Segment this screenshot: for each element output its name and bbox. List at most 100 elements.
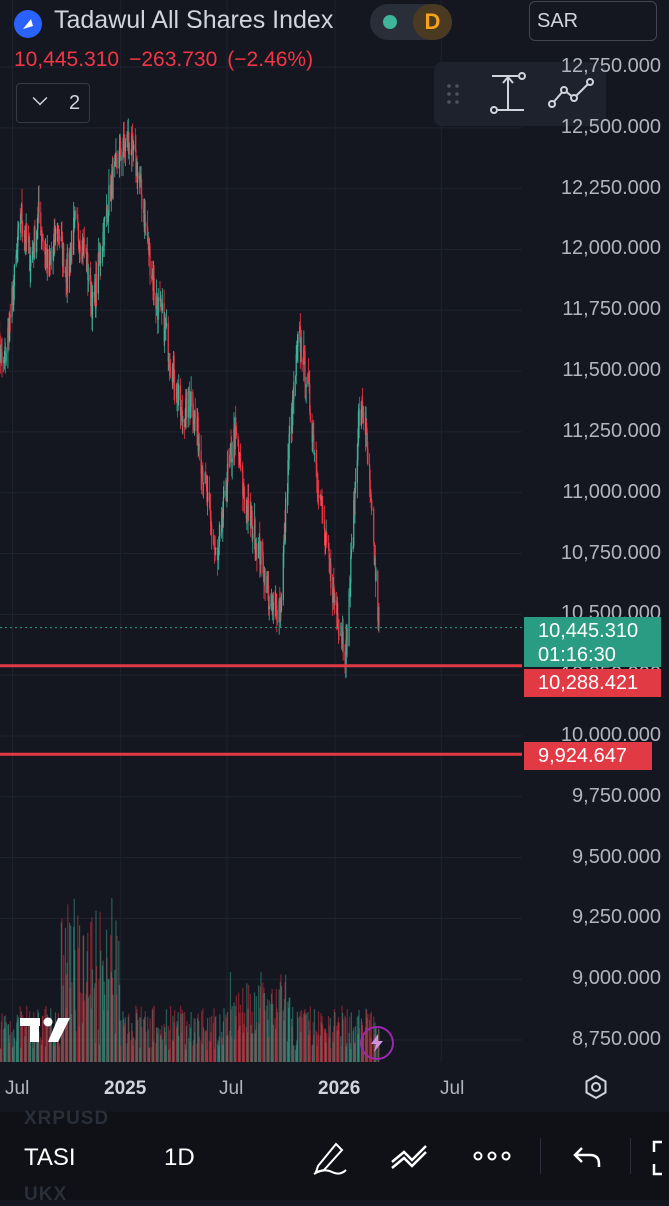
candle-body <box>202 468 203 483</box>
volume-bar <box>96 966 97 1062</box>
candle-body <box>325 541 326 545</box>
price-axis-label: 10,750.000 <box>561 542 661 565</box>
candle-body <box>129 143 130 153</box>
volume-bar <box>273 1025 274 1062</box>
bottom-toolbar: XRPUSD UKX TASI 1D <box>0 1112 669 1200</box>
alerts-flash-button[interactable] <box>360 1026 394 1060</box>
volume-bar <box>318 1011 319 1062</box>
market-status-pill[interactable]: D <box>370 4 452 40</box>
time-label-jul-2025: Jul <box>219 1078 243 1100</box>
time-label-jul-2026: Jul <box>440 1078 464 1100</box>
candle-body <box>170 367 171 371</box>
volume-bar <box>281 986 282 1062</box>
candle-body <box>75 213 76 214</box>
volume-bar <box>351 1012 352 1062</box>
volume-bar <box>195 1019 196 1062</box>
draw-pen-icon[interactable] <box>310 1136 350 1176</box>
candle-body <box>324 520 325 529</box>
volume-bar <box>80 992 81 1062</box>
volume-bar <box>334 1012 335 1062</box>
candle-body <box>133 144 134 150</box>
price-axis-label: 12,500.000 <box>561 116 661 139</box>
volume-bar <box>59 1044 60 1062</box>
candle-body <box>186 391 187 417</box>
volume-bar <box>343 1019 344 1062</box>
candle-body <box>145 224 146 227</box>
volume-bar <box>162 1039 163 1062</box>
hline-tag-1[interactable]: 10,288.421 <box>524 669 661 697</box>
price-axis-label: 9,750.000 <box>572 785 661 808</box>
volume-bar <box>182 1013 183 1062</box>
legend-toggle-button[interactable]: 2 <box>16 83 90 123</box>
symbol-selector-button[interactable]: TASI <box>24 1144 76 1172</box>
lightning-icon <box>368 1033 386 1053</box>
candle-body <box>219 533 220 537</box>
chart-settings-icon[interactable] <box>583 1074 609 1100</box>
volume-bar <box>347 1009 348 1062</box>
volume-bar <box>166 1009 167 1062</box>
volume-bar <box>141 1027 142 1062</box>
fullscreen-icon[interactable] <box>648 1138 669 1178</box>
candle-body <box>96 274 97 294</box>
candle-body <box>269 606 270 609</box>
volume-bar <box>211 1016 212 1062</box>
volume-bar <box>158 1028 159 1062</box>
candle-body <box>338 633 339 635</box>
candle-body <box>174 385 175 390</box>
volume-bar <box>322 1024 323 1062</box>
data-delay-badge[interactable]: D <box>413 4 452 40</box>
candle-body <box>131 134 132 155</box>
candle-body <box>162 303 163 311</box>
price-range-tool-icon[interactable] <box>488 72 528 116</box>
price-change-percent: (−2.46%) <box>227 48 313 71</box>
undo-icon[interactable] <box>572 1144 602 1170</box>
price-axis-label: 11,250.000 <box>562 420 661 443</box>
candle-body <box>207 492 208 502</box>
currency-label: SAR <box>537 10 578 33</box>
candle-body <box>240 454 241 469</box>
hline-tag-2[interactable]: 9,924.647 <box>524 742 652 770</box>
more-options-icon[interactable] <box>472 1150 512 1162</box>
candle-body <box>244 499 245 505</box>
candle-body <box>108 216 109 222</box>
candle-body <box>326 533 327 543</box>
volume-bar <box>228 1035 229 1062</box>
price-change: −263.730 <box>129 48 217 71</box>
candle-body <box>141 194 142 208</box>
candle-body <box>322 508 323 521</box>
price-axis-label: 9,250.000 <box>572 906 661 929</box>
candle-body <box>199 444 200 451</box>
indicators-icon[interactable] <box>388 1142 432 1172</box>
candle-body <box>191 392 192 407</box>
drag-handle-icon[interactable] <box>446 82 460 106</box>
indicator-count: 2 <box>69 92 80 115</box>
candle-body <box>149 246 150 275</box>
volume-bar <box>112 995 113 1062</box>
volume-bar <box>100 951 101 1062</box>
interval-selector-button[interactable]: 1D <box>164 1144 195 1172</box>
candle-body <box>84 238 85 248</box>
volume-bar <box>297 1018 298 1062</box>
candle-body <box>273 603 274 610</box>
symbol-title[interactable]: Tadawul All Shares Index <box>54 6 333 35</box>
volume-bar <box>310 1007 311 1062</box>
volume-bar <box>207 1018 208 1062</box>
candle-body <box>77 214 78 223</box>
price-axis-label: 9,500.000 <box>572 846 661 869</box>
candle-body <box>166 323 167 326</box>
tv-watermark-icon <box>18 1012 76 1046</box>
candle-body <box>347 628 348 646</box>
volume-bar <box>108 980 109 1062</box>
currency-selector[interactable]: SAR <box>529 1 657 41</box>
candle-body <box>14 265 15 285</box>
toolbar-separator-1 <box>540 1138 541 1174</box>
candle-body <box>350 556 351 583</box>
candle-body <box>154 277 155 296</box>
volume-bar <box>355 1026 356 1062</box>
candle-body <box>26 224 27 240</box>
candle-body <box>38 202 39 212</box>
candle-body <box>1 352 2 363</box>
candle-body <box>277 621 278 622</box>
volume-bar <box>252 1033 253 1062</box>
trend-line-tool-icon[interactable] <box>548 76 596 110</box>
